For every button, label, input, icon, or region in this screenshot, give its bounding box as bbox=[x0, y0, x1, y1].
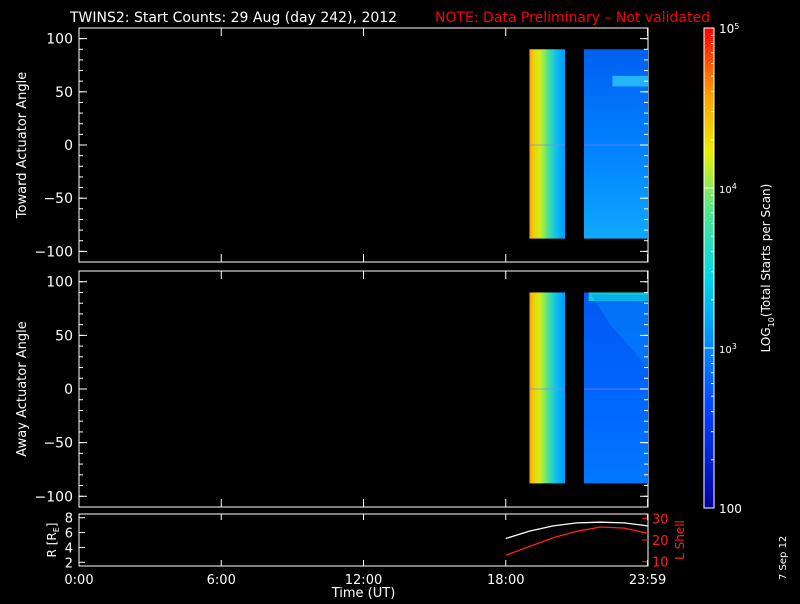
y-tick-label: −100 bbox=[35, 489, 73, 505]
radius-axis-label: R [RE] bbox=[45, 523, 61, 558]
preliminary-note: NOTE: Data Preliminary – Not validated bbox=[435, 10, 710, 26]
y-tick-label: 0 bbox=[64, 382, 73, 398]
y-axis-label: Away Actuator Angle bbox=[15, 321, 30, 456]
y-tick-label: 2 bbox=[65, 556, 73, 571]
enhanced-band bbox=[612, 75, 648, 87]
enhanced-wedge bbox=[591, 294, 648, 368]
y-tick-label: −50 bbox=[43, 436, 73, 452]
lshell-axis-label: L Shell bbox=[673, 520, 687, 560]
panel-frame bbox=[78, 513, 649, 567]
colorbar-scale bbox=[703, 27, 715, 509]
colorbar-tick-label: 105 bbox=[719, 22, 739, 36]
x-tick-label: 12:00 bbox=[345, 573, 382, 588]
count-block-1 bbox=[529, 49, 566, 239]
y-axis-label: Toward Actuator Angle bbox=[15, 72, 30, 219]
colorbar-tick-label: 103 bbox=[719, 342, 737, 356]
y-right-tick-label: 20 bbox=[652, 534, 669, 549]
x-axis-label: Time (UT) bbox=[331, 586, 396, 600]
toward-angle-panel: 100 50 0 −50 −100 Toward Actuator Angle bbox=[15, 27, 649, 263]
x-tick-label: 6:00 bbox=[207, 573, 236, 588]
y-tick-label: 4 bbox=[65, 541, 73, 556]
enhanced-band bbox=[588, 292, 648, 302]
count-block-2 bbox=[583, 292, 648, 484]
y-tick-label: 50 bbox=[55, 328, 73, 344]
y-tick-label: −50 bbox=[43, 191, 73, 207]
y-tick-label: 50 bbox=[55, 85, 73, 101]
lshell-series-line bbox=[505, 526, 649, 556]
y-tick-label: 0 bbox=[64, 138, 73, 154]
chart-title: TWINS2: Start Counts: 29 Aug (day 242), … bbox=[69, 10, 397, 26]
y-tick-label: 8 bbox=[65, 512, 73, 527]
x-tick-label: 23:59 bbox=[629, 573, 666, 588]
y-tick-label: 100 bbox=[46, 32, 73, 48]
colorbar: 100 103 104 105 bbox=[703, 22, 742, 516]
y-tick-label: −100 bbox=[35, 244, 73, 260]
away-angle-panel: 100 50 0 −50 −100 Away Actuator Angle bbox=[15, 270, 649, 508]
colorbar-tick-label: 104 bbox=[719, 182, 737, 196]
radius-series-line bbox=[505, 521, 649, 540]
count-block-1 bbox=[529, 292, 566, 484]
y-tick-label: 100 bbox=[46, 275, 73, 291]
generation-date-stamp: 7 Sep 12 bbox=[778, 536, 789, 580]
y-right-tick-label: 30 bbox=[652, 512, 669, 527]
y-tick-label: 6 bbox=[65, 527, 73, 542]
x-tick-label: 18:00 bbox=[487, 573, 524, 588]
colorbar-label: LOG10(Total Starts per Scan) bbox=[759, 184, 776, 353]
colorbar-tick-label: 100 bbox=[719, 502, 742, 516]
y-right-tick-label: 10 bbox=[652, 556, 669, 571]
x-tick-label: 0:00 bbox=[64, 573, 93, 588]
